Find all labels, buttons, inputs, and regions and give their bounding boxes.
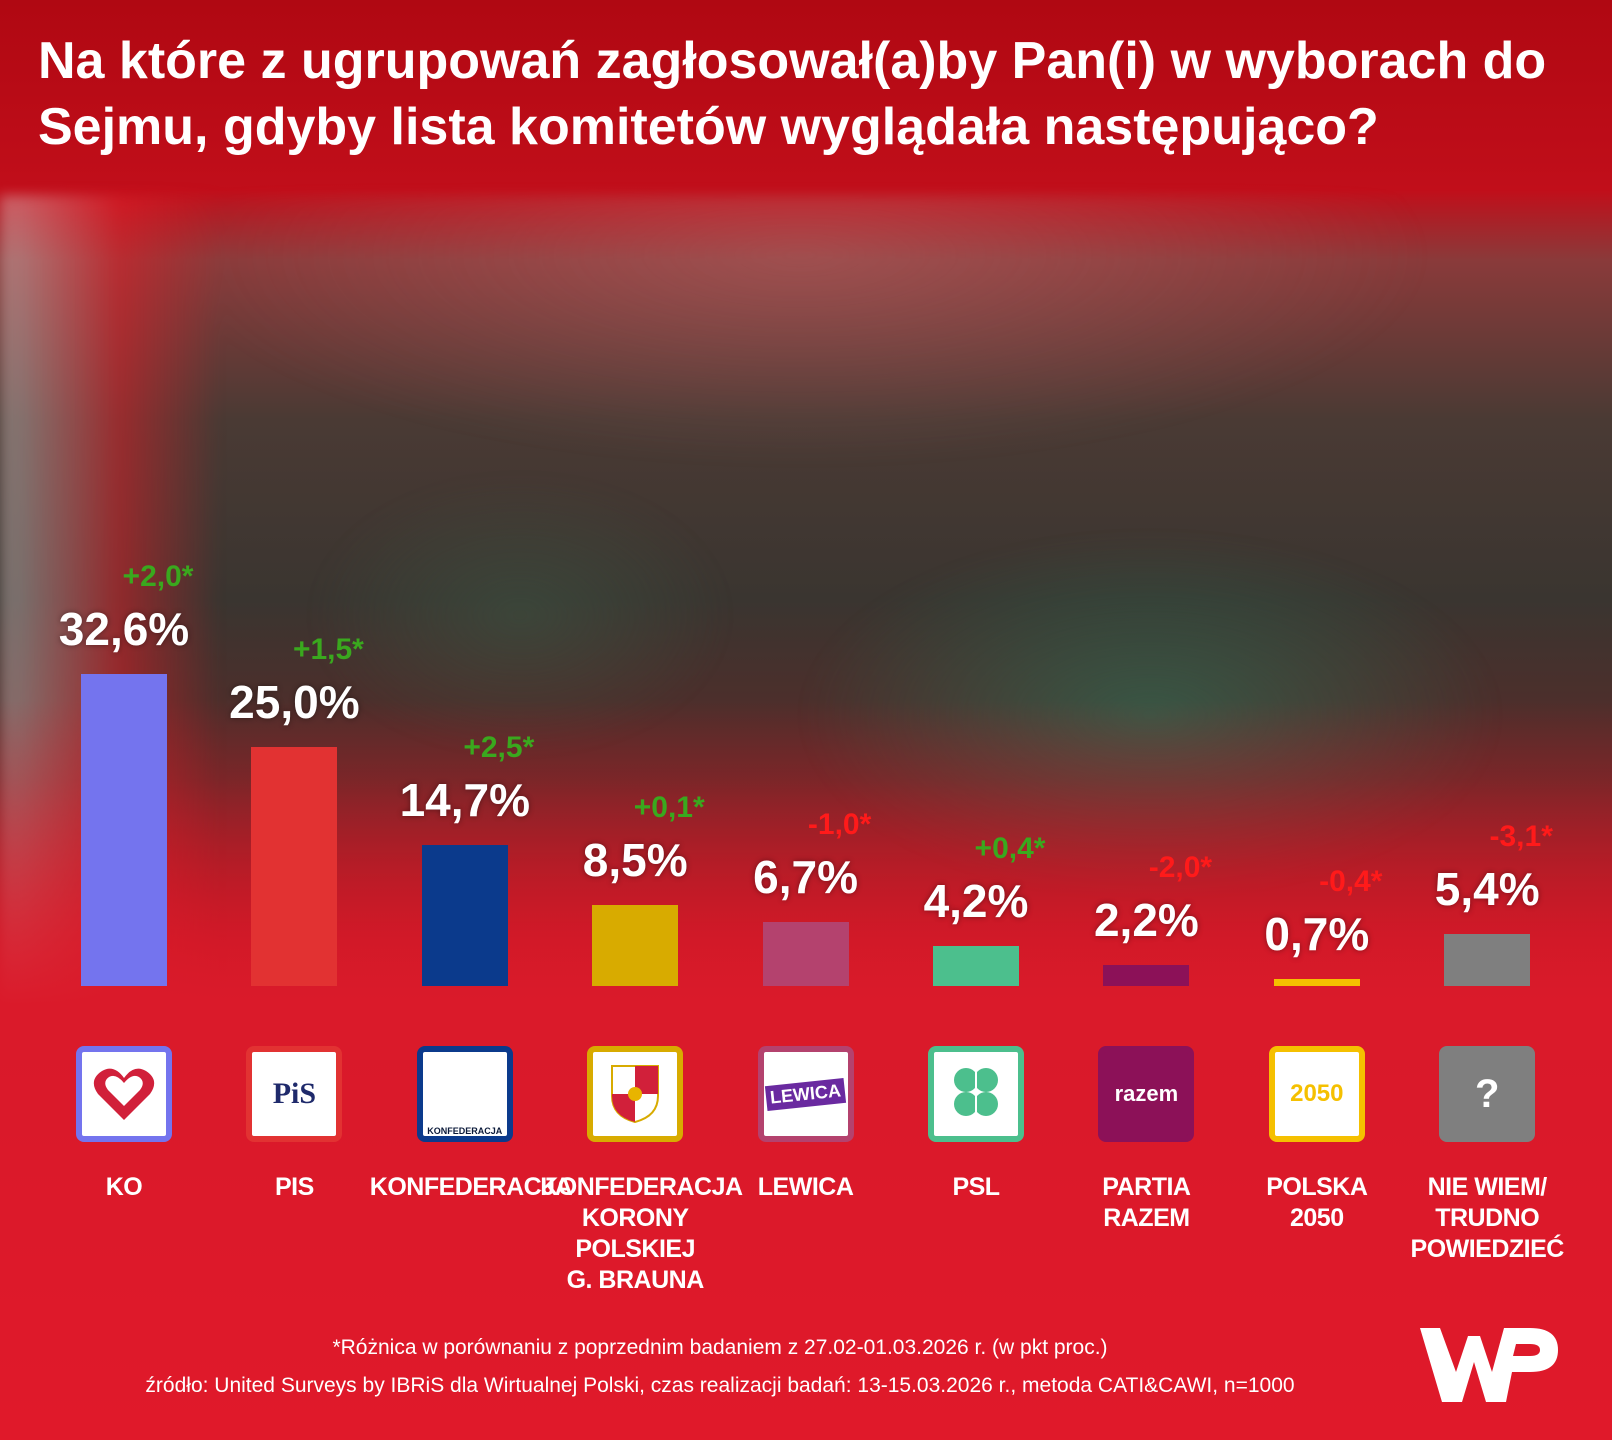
- bar-7: [1273, 979, 1360, 986]
- value-label: 2,2%: [1093, 893, 1199, 946]
- value-label: 14,7%: [399, 774, 531, 827]
- value-label: 5,4%: [1434, 863, 1540, 916]
- value-label: 6,7%: [753, 850, 859, 903]
- change-label: -3,1*: [1489, 820, 1553, 854]
- footnote: *Różnica w porównaniu z poprzednim badan…: [332, 1336, 1108, 1359]
- change-label: +1,5*: [292, 632, 364, 666]
- heart-icon: [76, 1046, 172, 1142]
- bar-8: [1444, 934, 1531, 986]
- bar-2: [421, 845, 508, 986]
- value-label: 8,5%: [582, 833, 688, 886]
- value-label: 25,0%: [229, 675, 360, 728]
- change-label: +0,4*: [974, 831, 1046, 865]
- category-label: KONFEDERACJA: [369, 1173, 573, 1201]
- logo-text: KONFEDERACJA: [427, 1126, 503, 1136]
- logo-text: LEWICA: [765, 1077, 847, 1111]
- razem-logo: razem: [1098, 1046, 1195, 1142]
- pis-logo: PiS: [246, 1046, 343, 1142]
- bar-6: [1103, 964, 1190, 986]
- change-label: +0,1*: [633, 790, 705, 824]
- clover-icon: [928, 1046, 1024, 1142]
- change-label: -1,0*: [807, 807, 872, 841]
- value-label: 0,7%: [1264, 908, 1370, 961]
- bar-5: [933, 945, 1019, 986]
- value-label: 32,6%: [58, 603, 190, 656]
- category-label: KO: [105, 1173, 143, 1201]
- source-text: źródło: United Surveys by IBRiS dla Wirt…: [145, 1374, 1295, 1397]
- change-label: -2,0*: [1148, 850, 1213, 884]
- value-label: 4,2%: [923, 874, 1029, 927]
- category-label: PSL: [952, 1173, 1000, 1201]
- wp-logo: [1420, 1328, 1558, 1402]
- logo-text: PiS: [272, 1077, 317, 1110]
- category-label: KONFEDERACJA KORONY POLSKIEJ G. BRAUNA: [540, 1173, 743, 1294]
- category-label: PIS: [274, 1173, 314, 1201]
- konfederacja-logo: KONFEDERACJA: [416, 1046, 513, 1142]
- lewica-logo: LEWICA: [757, 1046, 854, 1142]
- crown-shield-logo: [587, 1046, 684, 1142]
- bar-1: [251, 746, 338, 986]
- change-label: +2,5*: [463, 731, 535, 765]
- category-label: POLSKA 2050: [1266, 1173, 1368, 1232]
- bar-0: [81, 674, 167, 986]
- logo-text: ?: [1474, 1071, 1500, 1116]
- logo-text: razem: [1114, 1081, 1179, 1106]
- change-label: -0,4*: [1319, 865, 1383, 899]
- chart-title: Na które z ugrupowań zagłosował(a)by Pan…: [38, 32, 1547, 156]
- change-label: +2,0*: [122, 560, 194, 594]
- category-label: LEWICA: [757, 1173, 854, 1201]
- question-mark-icon: ?: [1439, 1046, 1536, 1142]
- bar-3: [592, 904, 679, 986]
- category-label: NIE WIEM/ TRUDNO POWIEDZIEĆ: [1410, 1173, 1565, 1263]
- logo-text: 2050: [1290, 1080, 1344, 1107]
- bar-4: [762, 921, 849, 986]
- polska-2050-logo: 2050: [1268, 1046, 1365, 1142]
- category-label: PARTIA RAZEM: [1102, 1173, 1191, 1232]
